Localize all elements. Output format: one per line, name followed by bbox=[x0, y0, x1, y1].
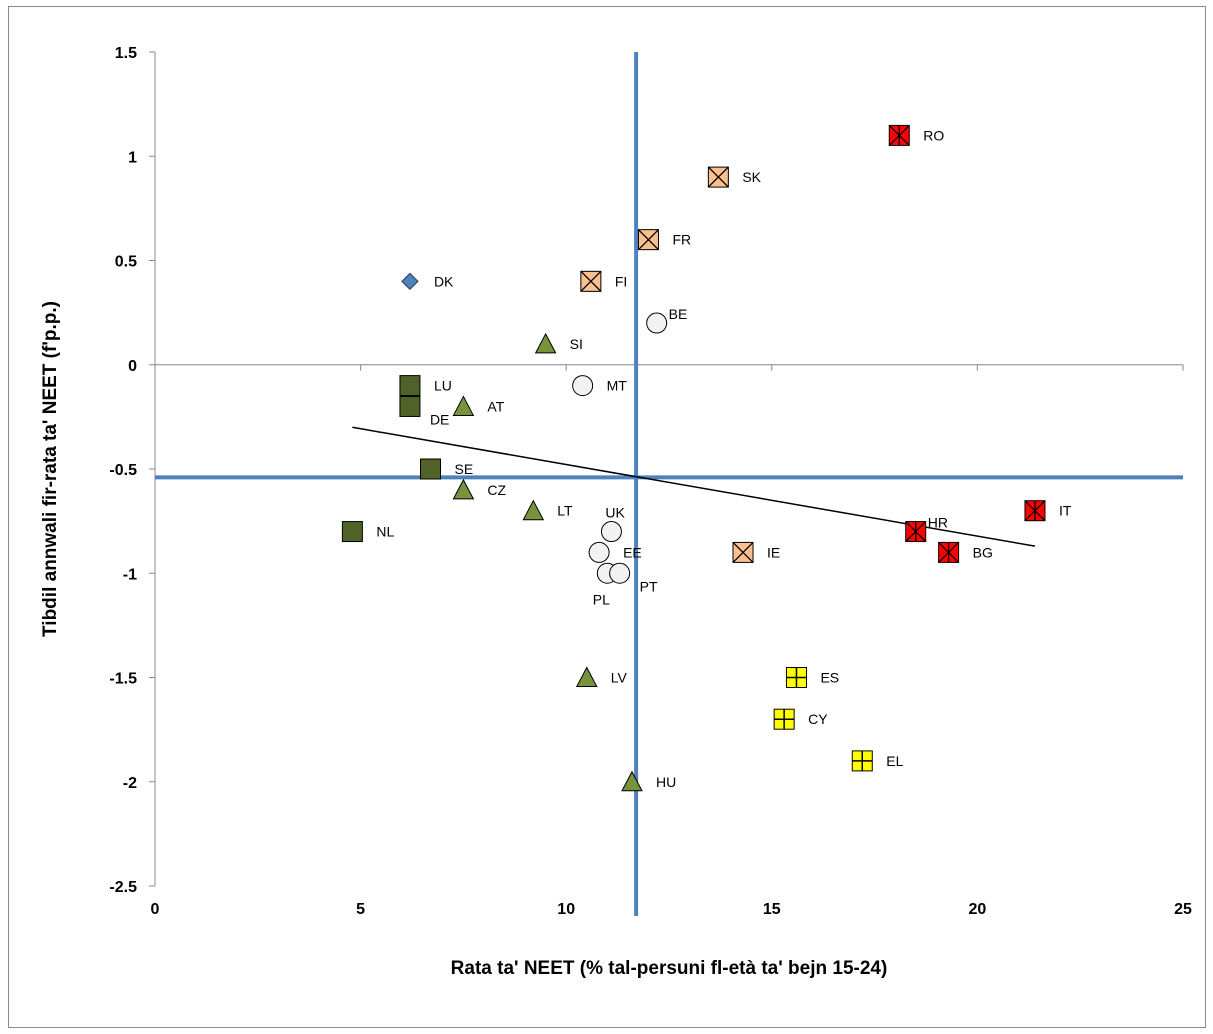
point-label-hr: HR bbox=[928, 515, 948, 531]
y-tick-label: -2.5 bbox=[109, 879, 137, 896]
data-point-bg bbox=[938, 541, 960, 563]
data-point-fi bbox=[580, 270, 602, 292]
point-label-mt: MT bbox=[607, 378, 628, 394]
x-tick-label: 10 bbox=[557, 901, 575, 918]
point-label-bg: BG bbox=[973, 544, 993, 560]
point-label-fr: FR bbox=[672, 232, 691, 248]
y-tick-label: 1.5 bbox=[115, 45, 137, 62]
y-tick-label: 0 bbox=[128, 358, 137, 375]
point-label-cy: CY bbox=[808, 711, 828, 727]
data-point-nl bbox=[341, 521, 363, 543]
x-tick-label: 0 bbox=[151, 901, 160, 918]
point-label-es: ES bbox=[820, 670, 839, 686]
point-label-uk: UK bbox=[605, 505, 625, 521]
point-label-cz: CZ bbox=[487, 482, 506, 498]
point-label-de: DE bbox=[430, 411, 449, 427]
chart-frame bbox=[8, 6, 1206, 1028]
data-point-ee bbox=[588, 541, 610, 563]
data-point-cz bbox=[452, 478, 475, 500]
data-point-hr bbox=[905, 521, 927, 543]
data-point-it bbox=[1024, 500, 1046, 522]
y-tick-label: 0.5 bbox=[115, 254, 137, 271]
point-label-be: BE bbox=[669, 306, 688, 322]
point-label-pt: PT bbox=[640, 578, 658, 594]
x-tick-label: 25 bbox=[1174, 901, 1192, 918]
data-point-lt bbox=[522, 499, 545, 521]
point-label-ie: IE bbox=[767, 544, 780, 560]
point-label-lu: LU bbox=[434, 378, 452, 394]
point-label-dk: DK bbox=[434, 273, 454, 289]
data-point-lv bbox=[575, 666, 598, 687]
data-point-sk bbox=[707, 166, 729, 188]
point-label-lv: LV bbox=[611, 670, 628, 686]
point-label-at: AT bbox=[487, 398, 504, 414]
y-tick-label: -2 bbox=[123, 775, 137, 792]
point-label-si: SI bbox=[570, 336, 583, 352]
data-point-lu bbox=[399, 375, 421, 397]
point-label-pl: PL bbox=[593, 591, 610, 607]
data-point-el bbox=[851, 750, 873, 772]
data-point-pt bbox=[609, 562, 631, 584]
point-label-hu: HU bbox=[656, 774, 676, 790]
x-tick-label: 5 bbox=[356, 901, 365, 918]
data-point-si bbox=[534, 332, 557, 354]
data-point-mt bbox=[572, 375, 594, 397]
x-tick-label: 15 bbox=[763, 901, 781, 918]
y-axis-title: Tibdil annwali fir-rata ta' NEET (f'p.p.… bbox=[40, 301, 61, 637]
data-point-es bbox=[785, 667, 807, 688]
data-point-cy bbox=[773, 708, 795, 730]
data-point-at bbox=[452, 395, 475, 416]
data-point-de bbox=[399, 395, 421, 417]
point-label-it: IT bbox=[1059, 503, 1072, 519]
data-point-ro bbox=[888, 124, 910, 146]
point-label-fi: FI bbox=[615, 273, 627, 289]
point-label-nl: NL bbox=[376, 524, 394, 540]
y-tick-label: -1.5 bbox=[109, 671, 137, 688]
x-axis-title: Rata ta' NEET (% tal-persuni fl-età ta' … bbox=[451, 958, 888, 979]
point-label-se: SE bbox=[455, 461, 474, 477]
point-label-ro: RO bbox=[923, 127, 944, 143]
y-tick-label: 1 bbox=[128, 149, 137, 166]
data-point-dk bbox=[401, 272, 419, 291]
data-point-hu bbox=[621, 770, 643, 792]
y-tick-label: -0.5 bbox=[109, 462, 137, 479]
point-label-lt: LT bbox=[557, 503, 573, 519]
point-label-sk: SK bbox=[742, 169, 761, 185]
point-label-ee: EE bbox=[623, 544, 642, 560]
data-point-se bbox=[420, 458, 442, 480]
point-label-el: EL bbox=[886, 753, 903, 769]
data-point-be bbox=[646, 312, 668, 334]
data-point-fr bbox=[637, 229, 659, 251]
data-point-uk bbox=[600, 521, 622, 543]
x-tick-label: 20 bbox=[969, 901, 987, 918]
data-point-ie bbox=[732, 541, 754, 563]
y-tick-label: -1 bbox=[123, 566, 137, 583]
